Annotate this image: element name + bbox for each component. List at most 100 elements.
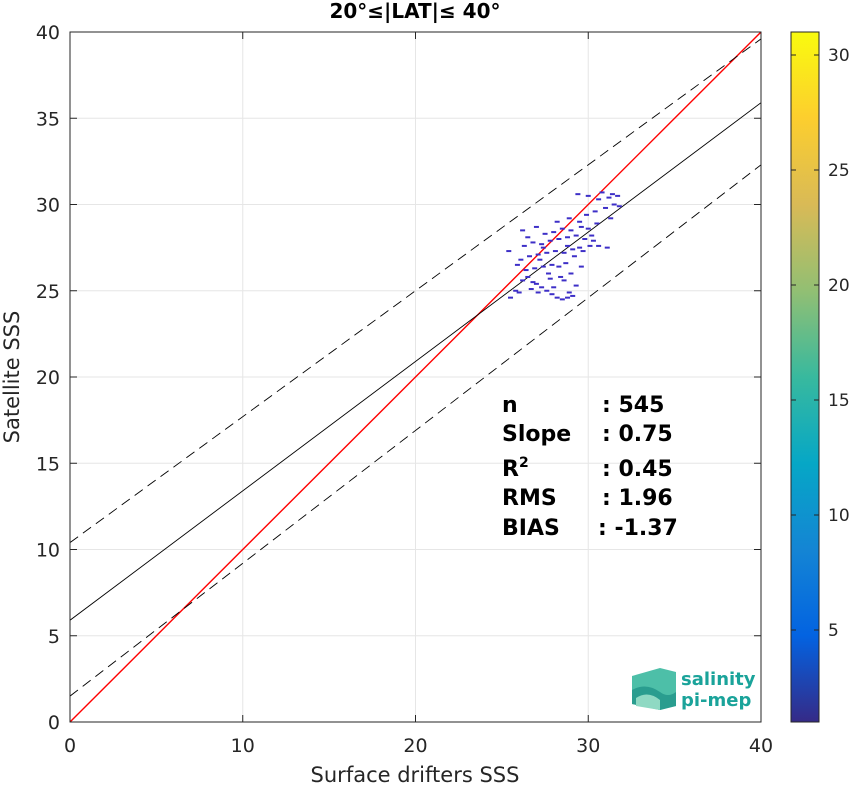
scatter-point (585, 194, 591, 197)
stat-value: : 0.75 (602, 422, 673, 447)
scatter-point (525, 275, 531, 278)
scatter-point (540, 246, 546, 249)
scatter-point (582, 238, 588, 240)
scatter-point (558, 275, 564, 278)
scatter-point (573, 284, 579, 287)
scatter-point (514, 263, 520, 266)
y-axis-label: Satellite SSS (0, 311, 24, 444)
scatter-point (603, 206, 609, 209)
x-tick-label: 40 (749, 735, 773, 757)
scatter-point (568, 272, 574, 275)
scatter-point (596, 198, 602, 201)
scatter-point (578, 225, 584, 228)
scatter-point (530, 241, 536, 244)
scatter-point (551, 231, 557, 234)
y-tick-label: 30 (36, 195, 60, 217)
logo-text-line2: pi-mep (681, 690, 751, 711)
colorbar (790, 31, 820, 723)
scatter-point (547, 277, 553, 280)
scatter-point (549, 293, 555, 296)
scatter-point (563, 262, 569, 265)
scatter-point (590, 239, 596, 242)
line-lower (70, 164, 761, 697)
y-tick-label: 5 (48, 626, 60, 648)
scatter-point (552, 250, 558, 253)
scatter-point (565, 244, 571, 247)
scatter-point (533, 225, 539, 228)
scatter-point (615, 194, 621, 197)
x-tick-label: 10 (231, 735, 255, 757)
scatter-point (580, 250, 586, 253)
scatter-point (556, 265, 562, 268)
scatter-point (542, 232, 548, 235)
scatter-point (556, 238, 562, 240)
scatter-point (559, 227, 565, 230)
y-tick-label: 35 (36, 108, 60, 130)
scatter-point (568, 229, 574, 232)
colorbar-ticks: 5 10 15 20 25 30 (791, 46, 850, 641)
stat-value: : 1.96 (602, 486, 673, 511)
scatter-point (549, 263, 555, 266)
scatter-point (528, 288, 534, 291)
scatter-point (544, 289, 550, 292)
scatter-point (520, 279, 526, 282)
salinity-pi-mep-logo: salinity pi-mep (632, 668, 756, 711)
scatter-point (584, 213, 590, 216)
scatter-point (565, 296, 571, 299)
stat-label: n (502, 393, 518, 418)
scatter-point (520, 229, 526, 232)
x-tick-label: 20 (403, 735, 427, 757)
x-axis-label: Surface drifters SSS (311, 763, 520, 786)
scatter-point (537, 258, 543, 261)
scatter-point (575, 193, 581, 196)
scatter-point (508, 296, 514, 299)
scatter-point (573, 234, 579, 237)
scatter-point (561, 279, 567, 282)
scatter-point (554, 220, 560, 223)
scatter-point (513, 289, 519, 292)
scatter-point (570, 294, 576, 297)
scatter-point (551, 286, 557, 289)
scatter-point (559, 298, 565, 301)
scatter-point (530, 281, 536, 284)
logo-text-line1: salinity (681, 669, 756, 690)
x-tick-label: 0 (64, 735, 76, 757)
scatter-point (518, 258, 524, 261)
y-tick-label: 20 (36, 367, 60, 389)
scatter-point (544, 251, 550, 254)
scatter-point (616, 205, 622, 208)
scatter-point (609, 193, 615, 196)
scatter-point (585, 227, 591, 230)
scatter-points (506, 191, 622, 301)
y-tick-labels: 0 5 10 15 20 25 30 35 40 (36, 22, 761, 734)
scatter-point (561, 251, 567, 254)
scatter-point (577, 246, 583, 249)
scatter-point (587, 244, 593, 247)
line-upper (70, 38, 761, 543)
scatter-point (533, 282, 539, 285)
scatter-point (578, 265, 584, 268)
scatter-point (527, 255, 533, 258)
stat-value: : 545 (602, 393, 664, 418)
scatter-point (554, 296, 560, 299)
scatter-point (592, 210, 598, 213)
line-identity (70, 32, 761, 722)
x-tick-label: 30 (576, 735, 600, 757)
reference-lines (70, 32, 761, 722)
scatter-point (539, 243, 545, 246)
scatter-point (535, 253, 541, 256)
scatter-point (611, 203, 617, 206)
scatter-point (606, 196, 612, 199)
colorbar-tick-label: 15 (828, 391, 850, 411)
colorbar-tick-label: 25 (828, 161, 850, 181)
scatter-point (525, 236, 531, 239)
x-tick-labels: 0 10 20 30 40 (64, 32, 773, 757)
y-tick-label: 25 (36, 281, 60, 303)
scatter-point (523, 269, 529, 272)
scatter-point (596, 244, 602, 247)
scatter-point (566, 217, 572, 220)
scatter-point (570, 248, 576, 251)
y-tick-label: 15 (36, 453, 60, 475)
